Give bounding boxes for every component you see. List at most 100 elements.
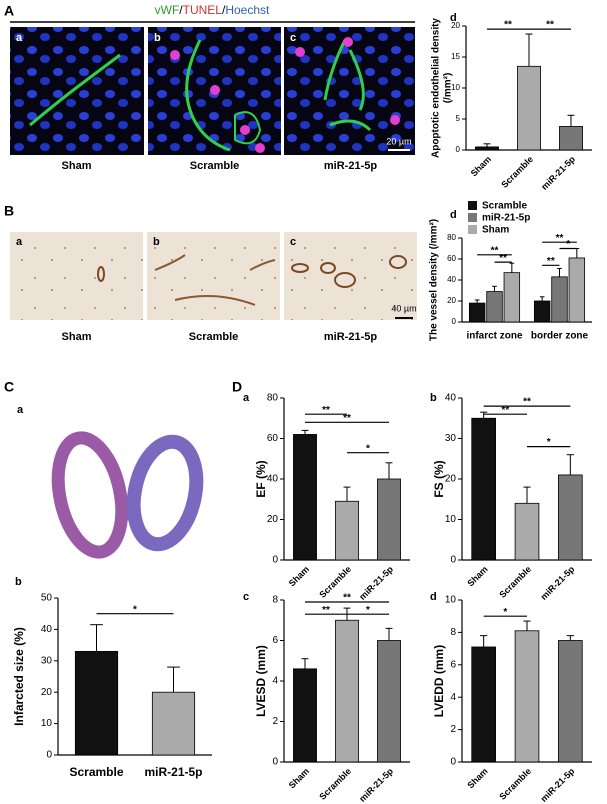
stain-title: vWF/TUNEL/Hoechst xyxy=(155,3,270,17)
image-c xyxy=(284,232,417,320)
chart-letter: c xyxy=(243,591,249,603)
y-tick-label: 20 xyxy=(451,21,460,30)
chart-letter: b xyxy=(15,576,22,588)
y-tick-label: 20 xyxy=(267,514,279,525)
image-caption: miR-21-5p xyxy=(324,160,377,172)
x-tick-label: Sham xyxy=(287,766,311,790)
image-caption: Scramble xyxy=(190,160,240,172)
error-bar xyxy=(509,262,515,273)
bar xyxy=(468,302,486,323)
significance-label: ** xyxy=(343,413,351,424)
chart-letter: d xyxy=(450,209,457,221)
significance-label: ** xyxy=(501,405,509,416)
bar xyxy=(335,619,359,763)
error-bar xyxy=(525,33,533,67)
y-tick-label: 8 xyxy=(450,627,456,638)
image-caption: Sham xyxy=(62,331,92,343)
bar xyxy=(475,146,499,151)
y-tick-label: 40 xyxy=(447,275,456,284)
y-tick-label: 40 xyxy=(41,624,53,635)
image-letter: b xyxy=(154,32,161,44)
image-c xyxy=(284,27,415,155)
y-tick-label: 10 xyxy=(445,514,457,525)
image-letter: c xyxy=(290,236,296,248)
y-tick-label: 10 xyxy=(445,595,457,606)
y-tick-label: 20 xyxy=(445,474,457,485)
significance-label: ** xyxy=(499,253,507,264)
significance-label: * xyxy=(566,239,570,250)
x-tick-label: miR-21-5p xyxy=(539,154,577,192)
x-tick-label: Scramble xyxy=(497,564,533,600)
legend-swatch xyxy=(468,201,477,210)
error-bar xyxy=(539,296,545,301)
significance-label: ** xyxy=(491,245,499,256)
significance-label: ** xyxy=(322,405,330,416)
significance-label: ** xyxy=(546,20,554,31)
y-axis-label: The vessel density (/mm²) xyxy=(429,219,440,341)
significance-label: * xyxy=(503,607,507,618)
y-tick-label: 40 xyxy=(267,474,279,485)
image-b xyxy=(147,232,280,320)
heart-image xyxy=(51,431,204,559)
y-tick-label: 6 xyxy=(272,635,278,646)
x-tick-label: Scramble xyxy=(497,766,533,802)
error-bar xyxy=(567,114,575,127)
panel-letter: B xyxy=(4,203,14,219)
bar xyxy=(471,417,496,561)
x-tick-label: miR-21-5p xyxy=(539,766,577,804)
bar xyxy=(558,640,583,763)
y-tick-label: 80 xyxy=(447,233,456,242)
image-b xyxy=(148,27,281,155)
y-tick-label: 60 xyxy=(447,254,456,263)
y-tick-label: 40 xyxy=(445,393,457,404)
legend-label: Scramble xyxy=(482,201,527,212)
stain-name: vWF xyxy=(155,3,180,17)
x-tick-label: border zone xyxy=(531,331,589,342)
y-tick-label: 0 xyxy=(452,317,457,326)
y-tick-label: 0 xyxy=(450,757,456,768)
error-bar xyxy=(480,635,488,647)
bar xyxy=(559,126,583,151)
bar xyxy=(517,65,541,151)
error-bar xyxy=(574,248,580,258)
bar xyxy=(533,300,551,323)
x-tick-label: miR-21-5p xyxy=(357,564,395,602)
y-axis-label: EF (%) xyxy=(254,460,268,497)
x-tick-label: Sham xyxy=(469,154,493,178)
y-tick-label: 15 xyxy=(451,52,460,61)
bar xyxy=(486,291,503,323)
legend-label: Sham xyxy=(482,225,509,236)
y-tick-label: 8 xyxy=(272,595,278,606)
x-tick-label: infarct zone xyxy=(466,331,523,342)
y-tick-label: 80 xyxy=(267,393,279,404)
x-tick-label: Scramble xyxy=(317,766,353,802)
stain-name: Hoechst xyxy=(225,3,270,17)
y-tick-label: 5 xyxy=(456,114,461,123)
bar xyxy=(293,434,317,561)
y-tick-label: 0 xyxy=(456,145,461,154)
error-bar xyxy=(566,635,574,641)
y-tick-label: 10 xyxy=(41,718,53,729)
significance-label: * xyxy=(133,604,137,615)
x-tick-label: miR-21-5p xyxy=(539,564,577,602)
y-tick-label: 20 xyxy=(447,296,456,305)
y-tick-label: 6 xyxy=(450,659,456,670)
significance-label: * xyxy=(366,443,370,454)
error-bar xyxy=(385,462,393,479)
x-tick-label: Sham xyxy=(287,564,311,588)
y-tick-label: 2 xyxy=(272,716,278,727)
bar xyxy=(568,257,586,323)
x-tick-label: miR-21-5p xyxy=(144,765,202,779)
y-tick-label: 50 xyxy=(41,593,53,604)
y-tick-label: 4 xyxy=(272,676,278,687)
error-bar xyxy=(523,486,531,504)
panel-letter: D xyxy=(232,379,242,395)
y-axis-label: LVESD (mm) xyxy=(254,645,268,717)
chart-letter: a xyxy=(243,392,250,404)
x-tick-label: miR-21-5p xyxy=(357,766,395,804)
legend-swatch xyxy=(468,225,477,234)
image-caption: Sham xyxy=(62,160,92,172)
x-tick-label: Sham xyxy=(465,766,489,790)
error-bar xyxy=(301,429,309,435)
